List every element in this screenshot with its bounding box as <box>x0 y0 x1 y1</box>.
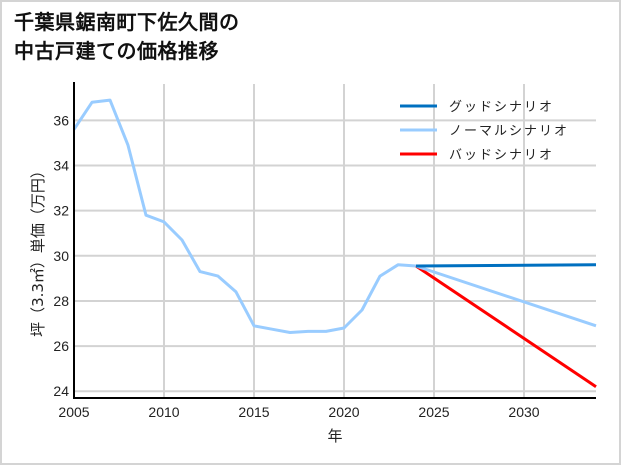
series-line-normal <box>415 264 597 328</box>
legend-item: ノーマルシナリオ <box>400 124 569 139</box>
series-line-bad <box>415 264 597 388</box>
legend-label: グッドシナリオ <box>449 100 554 115</box>
x-tick-label: 2030 <box>508 404 539 420</box>
x-tick-label: 2025 <box>418 404 449 420</box>
x-tick-label: 2005 <box>58 404 89 420</box>
y-tick-label: 34 <box>53 158 69 174</box>
y-tick-label: 36 <box>53 112 69 128</box>
chart-title-line1: 千葉県鋸南町下佐久間の <box>14 10 240 34</box>
series-line-good <box>415 263 597 268</box>
legend-label: ノーマルシナリオ <box>449 124 569 139</box>
axes <box>73 82 596 399</box>
legend-item: グッドシナリオ <box>400 100 554 115</box>
legend-item: バッドシナリオ <box>400 148 554 163</box>
data-lines <box>72 98 597 388</box>
legend-label: バッドシナリオ <box>449 148 554 163</box>
y-tick-label: 24 <box>53 383 69 399</box>
chart-title: 千葉県鋸南町下佐久間の 中古戸建ての価格推移 <box>14 8 240 66</box>
x-axis-label: 年 <box>327 427 342 445</box>
y-axis-label: 坪（3.3㎡）単価（万円） <box>29 163 47 337</box>
series-line-historical <box>72 98 417 334</box>
y-tick-label: 26 <box>53 338 69 354</box>
x-tick-label: 2010 <box>148 404 179 420</box>
y-tick-label: 28 <box>53 293 69 309</box>
y-tick-label: 30 <box>53 248 69 264</box>
x-tick-label: 2020 <box>328 404 359 420</box>
chart-title-line2: 中古戸建ての価格推移 <box>14 39 219 63</box>
y-tick-label: 32 <box>53 203 69 219</box>
tick-labels: 24 26 28 30 32 34 36 2005 2010 2015 2020 2025 2030 <box>53 112 539 420</box>
x-tick-label: 2015 <box>238 404 269 420</box>
